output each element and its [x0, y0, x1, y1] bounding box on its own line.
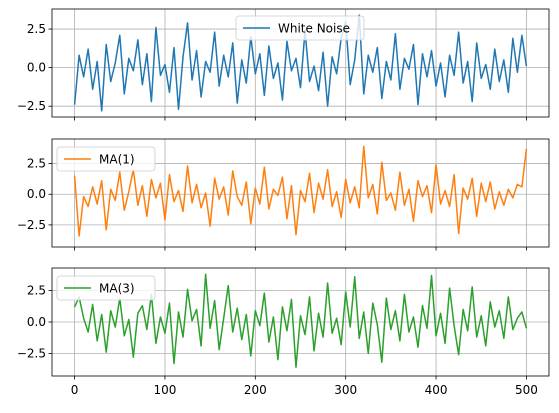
- axes-frame: [51, 8, 550, 118]
- series-line: [73, 273, 528, 368]
- legend-label: MA(3): [99, 282, 135, 296]
- ma1-panel: −2.5 0.0 2.5 MA(1): [17, 138, 550, 251]
- y-tick-label: −2.5: [17, 99, 46, 113]
- legend-box: [56, 275, 156, 301]
- legend-label: MA(1): [99, 153, 135, 167]
- x-tick-label: 100: [154, 383, 177, 397]
- x-tick-label: 300: [334, 383, 357, 397]
- x-tick-label: 400: [425, 383, 448, 397]
- x-tick-label: 500: [515, 383, 538, 397]
- series-line: [73, 145, 528, 237]
- y-tick-label: 0.0: [27, 315, 46, 329]
- y-tick-label: 0.0: [27, 61, 46, 75]
- legend: MA(3): [56, 275, 156, 301]
- series-line: [73, 14, 528, 112]
- y-tick-label: −2.5: [17, 218, 46, 232]
- legend-label: White Noise: [278, 22, 350, 36]
- y-tick-label: 2.5: [27, 22, 46, 36]
- y-tick-label: 0.0: [27, 187, 46, 201]
- x-tick-label: 0: [71, 383, 79, 397]
- ma3-panel: −2.5 0.0 2.5 0 100 200 300 400 500 MA(3): [17, 267, 550, 397]
- axes-frame: [51, 138, 550, 248]
- y-tick-label: 2.5: [27, 284, 46, 298]
- y-tick-label: 2.5: [27, 157, 46, 171]
- y-tick-label: −2.5: [17, 346, 46, 360]
- white-noise-panel: −2.5 0.0 2.5 White Noise: [17, 8, 550, 121]
- x-tick-label: 200: [244, 383, 267, 397]
- legend: MA(1): [56, 146, 156, 172]
- legend-box: [235, 15, 365, 41]
- legend-box: [56, 146, 156, 172]
- legend: White Noise: [235, 15, 365, 41]
